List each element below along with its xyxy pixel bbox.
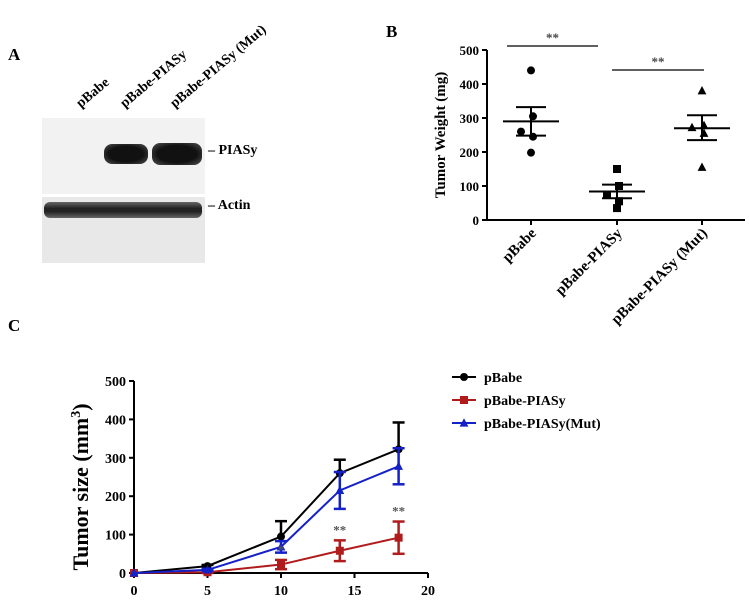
x-tick-label: pBabe-PIASy [553, 225, 627, 299]
data-point [394, 461, 403, 470]
data-point [129, 568, 139, 577]
data-point [697, 162, 707, 171]
band [104, 144, 148, 164]
data-point [527, 148, 535, 157]
band-label-text: Actin [217, 198, 251, 213]
significance-label: ** [333, 522, 346, 537]
band [44, 202, 202, 218]
y-tick-label: 100 [105, 529, 126, 544]
x-tick-label: 15 [348, 584, 362, 599]
data-point [517, 127, 525, 136]
x-tick-label: 10 [274, 584, 288, 599]
legend-marker [460, 373, 468, 381]
legend-label: pBabe [484, 371, 522, 386]
y-axis-label: Tumor Weight (mg) [433, 72, 449, 198]
x-tick-label: pBabe-PIASy (Mut) [608, 226, 710, 328]
panel-c-label: C [8, 316, 21, 335]
data-point [687, 122, 697, 132]
y-tick-label: 400 [460, 77, 480, 92]
x-tick-label: 20 [421, 584, 435, 599]
significance-label: ** [392, 504, 405, 519]
y-tick-label: 0 [473, 213, 480, 228]
significance-label: ** [652, 54, 665, 69]
data-point [615, 197, 623, 206]
data-point [699, 128, 709, 137]
data-point [527, 66, 535, 75]
data-point [335, 546, 344, 555]
data-point [277, 560, 285, 569]
data-point [394, 533, 403, 542]
data-point [277, 532, 285, 541]
band [152, 143, 202, 165]
data-point [613, 165, 621, 173]
y-axis-label: Tumor size (mm3) [68, 403, 93, 570]
y-tick-label: 200 [105, 490, 126, 505]
x-tick-label: pBabe [500, 225, 540, 265]
data-point [276, 542, 286, 551]
data-point [203, 565, 212, 574]
y-tick-label: 100 [460, 179, 480, 194]
data-point [697, 86, 707, 95]
x-tick-label: 5 [204, 584, 211, 599]
series-line [133, 465, 399, 574]
legend-marker [459, 418, 469, 427]
band-label: – Actin [208, 198, 251, 213]
y-tick-label: 500 [460, 43, 480, 58]
panel-a-label: A [8, 45, 21, 64]
legend-label: pBabe-PIASy(Mut) [484, 417, 601, 432]
data-point [613, 204, 621, 213]
significance-label: * [278, 542, 285, 557]
series-line [133, 448, 399, 574]
data-point [603, 190, 611, 199]
line-chart: 0 100 200 300 400 500 0 5 10 15 20 Tumor size (mm3)… [68, 371, 601, 599]
band-label-text: PIASy [218, 143, 258, 158]
blot-actin [42, 197, 205, 263]
x-tick-label: 0 [131, 584, 138, 599]
y-tick-label: 300 [460, 111, 480, 126]
y-tick-label: 500 [105, 375, 126, 390]
data-point [335, 485, 345, 495]
y-tick-label: 200 [460, 145, 480, 160]
panel-b-label: B [386, 22, 398, 41]
y-tick-label: 0 [119, 567, 126, 582]
blot-piasy [42, 118, 205, 194]
significance-label: ** [546, 30, 559, 45]
band-label: – PIASy [208, 143, 258, 158]
y-tick-label: 400 [105, 413, 126, 428]
legend-marker [460, 396, 468, 404]
y-tick-label: 300 [105, 452, 126, 467]
data-point [615, 182, 623, 190]
legend-label: pBabe-PIASy [484, 394, 566, 409]
